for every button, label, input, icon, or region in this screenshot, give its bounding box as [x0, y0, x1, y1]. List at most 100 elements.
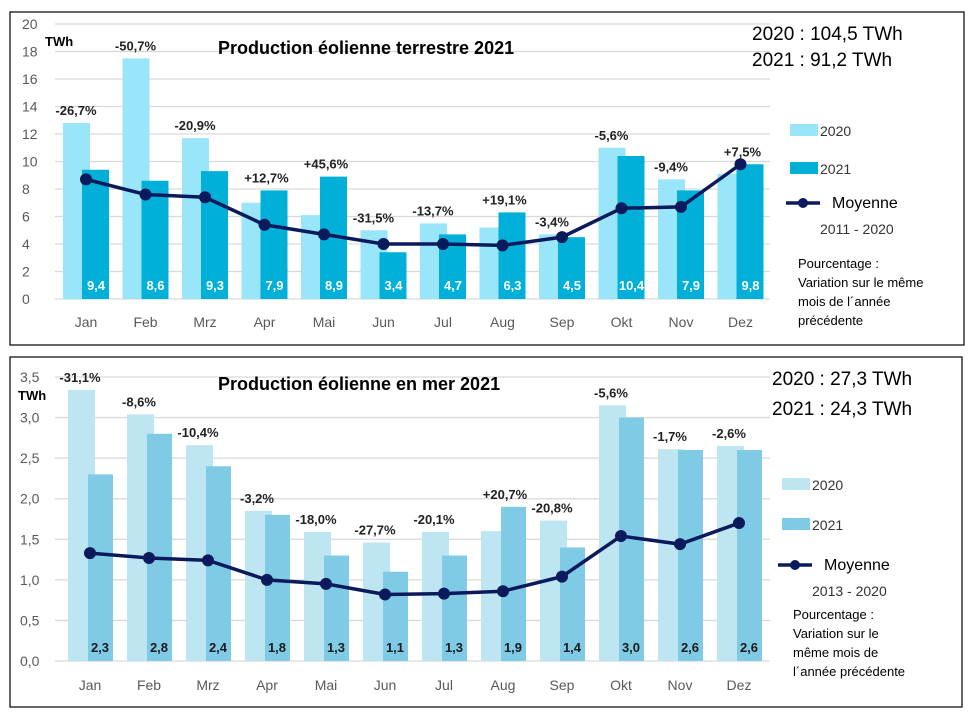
- legend-label-2020: 2020: [812, 477, 843, 493]
- bar-2021: [558, 237, 585, 299]
- y-tick-label: 2,5: [20, 450, 40, 466]
- legend-swatch-2020: [790, 124, 818, 136]
- variation-label: -1,7%: [653, 429, 687, 444]
- variation-label: -5,6%: [595, 128, 629, 143]
- percentage-note: même mois de: [793, 645, 878, 660]
- data-label-2021: 2,6: [740, 640, 758, 655]
- y-tick-label: 3,5: [20, 369, 40, 385]
- y-tick-label: 3,0: [20, 410, 40, 426]
- data-label-2021: 3,0: [622, 640, 640, 655]
- x-tick-label: Dez: [728, 314, 753, 330]
- variation-label: -3,2%: [240, 491, 274, 506]
- moyenne-line: [85, 162, 742, 248]
- legend-label-2021: 2021: [820, 161, 851, 177]
- data-label-2021: 4,5: [563, 278, 581, 293]
- x-tick-label: Jan: [75, 314, 98, 330]
- bar-2021: [617, 156, 645, 299]
- x-tick-label: Nov: [669, 314, 694, 330]
- variation-label: -31,5%: [353, 210, 395, 225]
- legend-swatch-2021: [790, 162, 818, 174]
- data-label-2021: 10,4: [619, 278, 645, 293]
- bar-2021: [737, 450, 762, 661]
- x-tick-label: Mrz: [196, 677, 219, 693]
- variation-label: -9,4%: [654, 159, 688, 174]
- variation-label: -2,6%: [712, 426, 746, 441]
- x-tick-label: Okt: [610, 677, 632, 693]
- y-tick-label: 4: [22, 236, 30, 252]
- data-label-2021: 7,9: [682, 278, 700, 293]
- legend-label-moyenne: Moyenne: [832, 195, 898, 212]
- moyenne-line: [89, 521, 740, 597]
- x-tick-label: Feb: [133, 314, 157, 330]
- chart-frame: [9, 356, 963, 708]
- x-tick-label: Jul: [434, 314, 452, 330]
- y-tick-label: 16: [22, 71, 38, 87]
- percentage-note: l´année précédente: [793, 664, 905, 679]
- x-tick-label: Apr: [254, 314, 276, 330]
- y-tick-label: 18: [22, 44, 38, 60]
- y-tick-label: 2: [22, 264, 30, 280]
- legend-label-2021: 2021: [812, 517, 843, 533]
- moyenne-point: [143, 551, 155, 564]
- bar-2021: [498, 212, 526, 299]
- data-label-2021: 1,3: [445, 640, 463, 655]
- bar-2021: [88, 474, 113, 661]
- moyenne-point: [497, 585, 509, 598]
- y-tick-label: 12: [22, 126, 38, 142]
- variation-label: -20,1%: [413, 512, 455, 527]
- x-tick-label: Mai: [313, 314, 336, 330]
- variation-label: -3,4%: [535, 214, 569, 229]
- percentage-note: Variation sur le: [793, 626, 879, 641]
- y-axis-unit: TWh: [45, 34, 73, 49]
- y-tick-label: 0: [22, 291, 30, 307]
- bar-2021: [265, 514, 290, 661]
- legend-marker-moyenne: [790, 560, 800, 570]
- moyenne-point: [674, 538, 686, 551]
- y-tick-label: 10: [22, 154, 38, 170]
- y-tick-label: 6: [22, 209, 30, 225]
- legend-label-moyenne: Moyenne: [824, 557, 890, 574]
- moyenne-point: [675, 200, 687, 213]
- total-2020: 2020 : 27,3 TWh: [772, 369, 912, 390]
- y-tick-label: 8: [22, 181, 30, 197]
- moyenne-point: [377, 238, 390, 250]
- data-label-2021: 7,9: [265, 278, 283, 293]
- legend-swatch-2021: [782, 518, 810, 530]
- data-label-2021: 2,3: [91, 640, 109, 655]
- data-label-2021: 8,9: [325, 278, 343, 293]
- moyenne-point: [199, 191, 211, 204]
- percentage-note: Pourcentage :: [793, 607, 874, 622]
- x-tick-label: Jun: [374, 677, 397, 693]
- data-label-2021: 2,6: [681, 640, 699, 655]
- legend-swatch-2020: [782, 478, 810, 490]
- x-tick-label: Nov: [668, 677, 693, 693]
- moyenne-point: [556, 231, 568, 244]
- total-2020: 2020 : 104,5 TWh: [752, 24, 903, 45]
- legend-label-2020: 2020: [820, 123, 851, 139]
- legend-subtitle-moyenne: 2013 - 2020: [812, 583, 887, 599]
- variation-label: -5,6%: [594, 385, 628, 400]
- data-label-2021: 2,4: [209, 640, 228, 655]
- chart-title: Production éolienne en mer 2021: [218, 374, 500, 394]
- x-tick-label: Aug: [491, 677, 516, 693]
- y-tick-label: 20: [22, 16, 38, 32]
- moyenne-point: [615, 530, 627, 543]
- moyenne-point: [379, 588, 391, 601]
- x-tick-label: Apr: [256, 677, 278, 693]
- chart-frame: [9, 11, 965, 346]
- x-tick-label: Mrz: [193, 314, 216, 330]
- variation-label: -27,7%: [354, 523, 396, 538]
- variation-label: +12,7%: [244, 170, 289, 185]
- moyenne-point: [437, 238, 449, 250]
- variation-label: +45,6%: [304, 157, 349, 172]
- moyenne-point: [139, 188, 152, 201]
- variation-label: -8,6%: [122, 394, 156, 409]
- moyenne-point: [261, 573, 273, 586]
- percentage-note: précédente: [798, 313, 863, 328]
- bar-2021: [736, 164, 764, 299]
- variation-label: +7,5%: [724, 144, 762, 159]
- y-axis-unit: TWh: [18, 388, 46, 403]
- percentage-note: Pourcentage :: [798, 256, 879, 271]
- bar-2021: [501, 506, 526, 661]
- moyenne-point: [84, 547, 96, 560]
